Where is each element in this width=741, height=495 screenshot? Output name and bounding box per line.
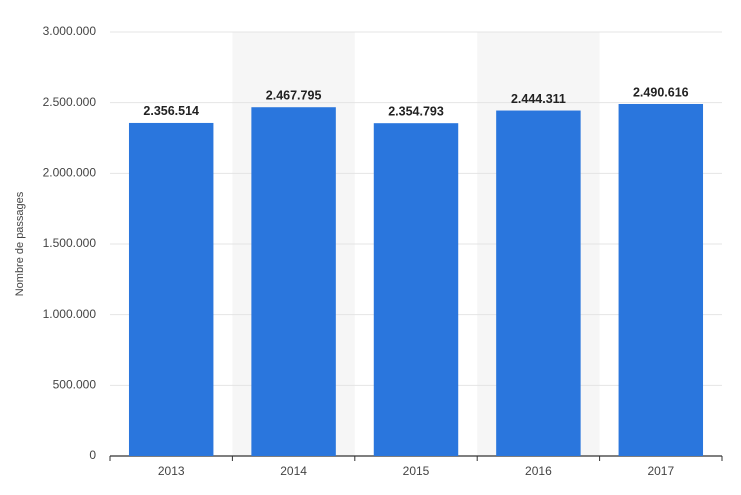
x-tick-label: 2016: [525, 464, 552, 478]
bar: [128, 122, 214, 457]
x-tick-label: 2013: [158, 464, 185, 478]
x-tick-label: 2017: [647, 464, 674, 478]
y-tick-label: 2.500.000: [43, 95, 97, 109]
y-axis-label: Nombre de passages: [14, 191, 26, 296]
y-tick-label: 1.000.000: [43, 307, 97, 321]
y-tick-label: 500.000: [53, 378, 97, 392]
bar: [618, 103, 704, 457]
bar: [251, 107, 336, 456]
y-tick-label: 2.000.000: [43, 166, 97, 180]
value-label: 2.490.616: [633, 85, 689, 99]
value-label: 2.356.514: [143, 104, 199, 118]
value-label: 2.444.311: [511, 92, 566, 106]
bar: [496, 110, 581, 456]
value-label: 2.354.793: [388, 104, 444, 118]
x-tick-label: 2014: [280, 464, 307, 478]
y-tick-label: 0: [89, 448, 96, 462]
value-label: 2.467.795: [266, 89, 322, 103]
bar: [373, 123, 459, 456]
y-tick-label: 3.000.000: [43, 24, 97, 38]
x-tick-label: 2015: [403, 464, 430, 478]
y-tick-label: 1.500.000: [43, 236, 97, 250]
